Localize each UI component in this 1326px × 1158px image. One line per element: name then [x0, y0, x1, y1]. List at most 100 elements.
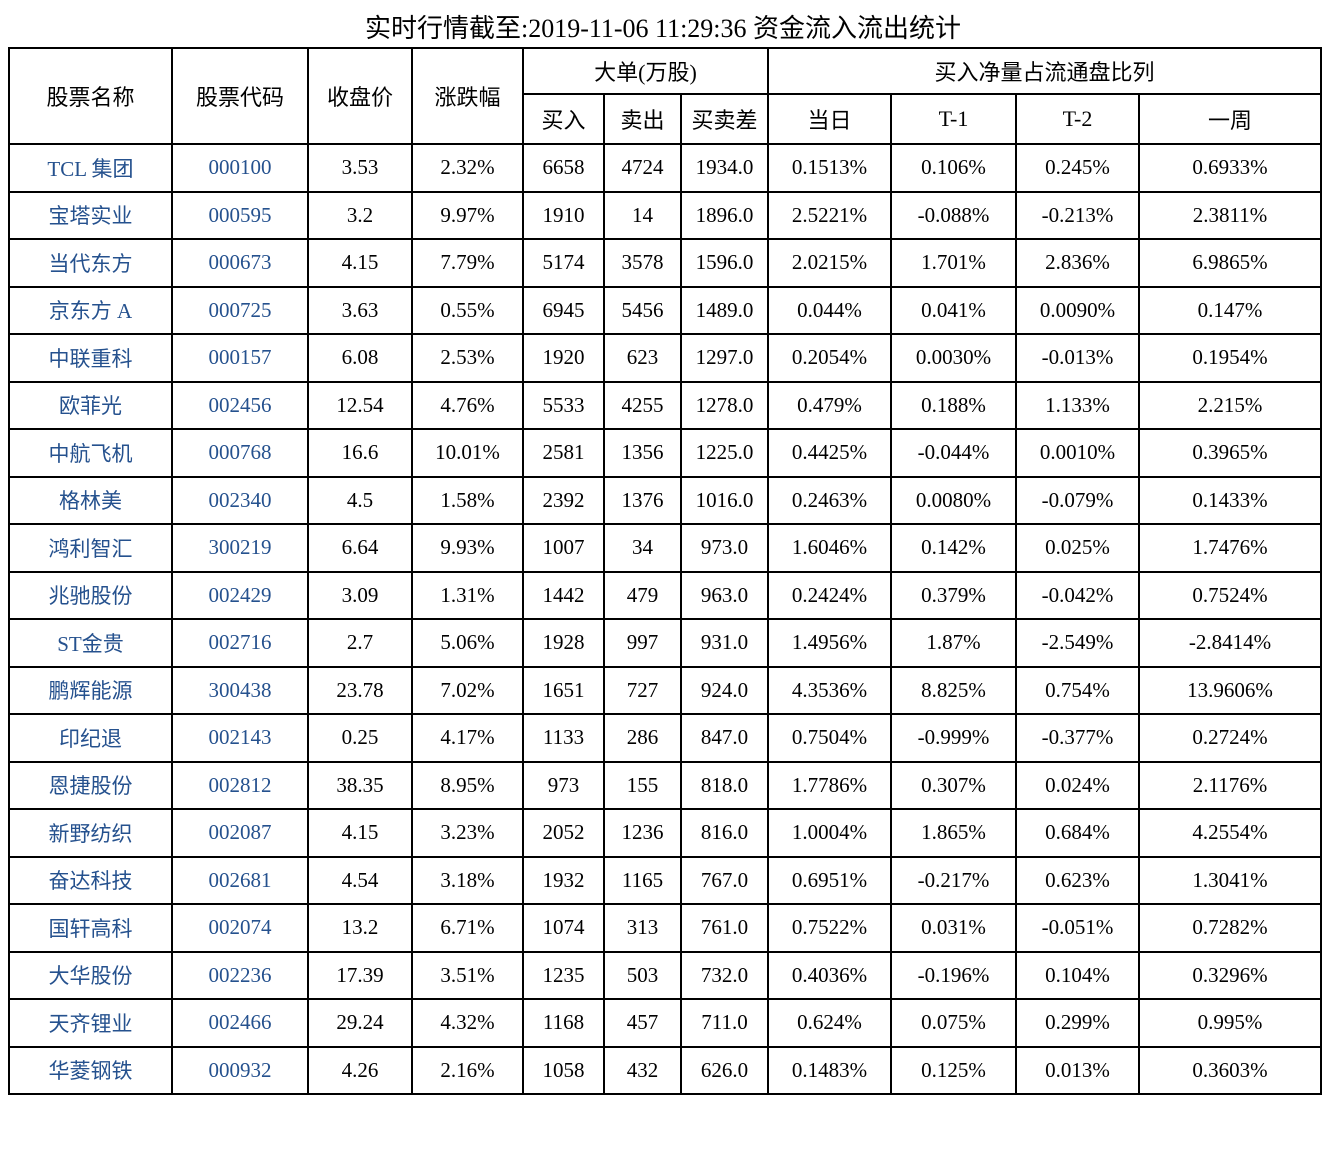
- net-ratio-t2-cell: 0.299%: [1015, 998, 1140, 1048]
- change-pct-cell: 7.79%: [411, 238, 524, 288]
- net-ratio-t1-cell: 0.142%: [890, 523, 1017, 573]
- close-price-cell: 3.2: [307, 190, 413, 240]
- net-ratio-t1-cell: 1.87%: [890, 618, 1017, 668]
- net-ratio-t2-cell: -0.013%: [1015, 333, 1140, 383]
- buy-sell-diff-cell: 1225.0: [680, 428, 769, 478]
- close-price-cell: 3.53: [307, 143, 413, 193]
- net-ratio-today-cell: 0.1513%: [767, 143, 892, 193]
- change-pct-cell: 3.51%: [411, 950, 524, 1000]
- net-ratio-t1-cell: -0.217%: [890, 855, 1017, 905]
- net-ratio-week-cell: 0.1954%: [1137, 333, 1323, 383]
- buy-sell-diff-cell: 767.0: [680, 855, 769, 905]
- net-ratio-today-cell: 0.2054%: [767, 333, 892, 383]
- sell-volume-cell: 503: [603, 950, 682, 1000]
- table-row: 格林美 002340 4.5 1.58% 2392 1376 1016.0 0.…: [8, 475, 1323, 525]
- net-ratio-week-cell: 0.995%: [1137, 998, 1323, 1048]
- buy-volume-cell: 2052: [522, 808, 605, 858]
- col-header-t1: T-1: [890, 93, 1017, 145]
- stock-name-cell: 奋达科技: [8, 855, 173, 905]
- net-ratio-t2-cell: 0.025%: [1015, 523, 1140, 573]
- sell-volume-cell: 4255: [603, 380, 682, 430]
- close-price-cell: 23.78: [307, 665, 413, 715]
- sell-volume-cell: 3578: [603, 238, 682, 288]
- buy-sell-diff-cell: 1297.0: [680, 333, 769, 383]
- sell-volume-cell: 432: [603, 1045, 682, 1095]
- stock-code-cell: 002236: [171, 950, 309, 1000]
- net-ratio-today-cell: 1.0004%: [767, 808, 892, 858]
- net-ratio-week-cell: 0.7524%: [1137, 570, 1323, 620]
- net-ratio-today-cell: 0.7522%: [767, 903, 892, 953]
- buy-sell-diff-cell: 711.0: [680, 998, 769, 1048]
- net-ratio-week-cell: 0.147%: [1137, 285, 1323, 335]
- stock-code-cell: 002812: [171, 760, 309, 810]
- net-ratio-week-cell: 0.2724%: [1137, 713, 1323, 763]
- table-row: 国轩高科 002074 13.2 6.71% 1074 313 761.0 0.…: [8, 903, 1323, 953]
- close-price-cell: 38.35: [307, 760, 413, 810]
- buy-volume-cell: 1007: [522, 523, 605, 573]
- close-price-cell: 13.2: [307, 903, 413, 953]
- close-price-cell: 12.54: [307, 380, 413, 430]
- net-ratio-today-cell: 2.0215%: [767, 238, 892, 288]
- stock-name-cell: 京东方 A: [8, 285, 173, 335]
- net-ratio-t2-cell: 0.684%: [1015, 808, 1140, 858]
- change-pct-cell: 3.18%: [411, 855, 524, 905]
- buy-sell-diff-cell: 847.0: [680, 713, 769, 763]
- table-row: 华菱钢铁 000932 4.26 2.16% 1058 432 626.0 0.…: [8, 1045, 1323, 1095]
- close-price-cell: 2.7: [307, 618, 413, 668]
- stock-code-cell: 000768: [171, 428, 309, 478]
- col-header-today: 当日: [767, 93, 892, 145]
- net-ratio-t1-cell: 0.0080%: [890, 475, 1017, 525]
- table-row: 天齐锂业 002466 29.24 4.32% 1168 457 711.0 0…: [8, 998, 1323, 1048]
- net-ratio-today-cell: 0.624%: [767, 998, 892, 1048]
- buy-volume-cell: 1235: [522, 950, 605, 1000]
- page-title: 实时行情截至:2019-11-06 11:29:36 资金流入流出统计: [364, 14, 962, 43]
- stock-code-cell: 002340: [171, 475, 309, 525]
- table-row: 奋达科技 002681 4.54 3.18% 1932 1165 767.0 0…: [8, 855, 1323, 905]
- stock-name-cell: 兆驰股份: [8, 570, 173, 620]
- net-ratio-t2-cell: 0.0090%: [1015, 285, 1140, 335]
- buy-volume-cell: 6658: [522, 143, 605, 193]
- buy-sell-diff-cell: 761.0: [680, 903, 769, 953]
- buy-sell-diff-cell: 732.0: [680, 950, 769, 1000]
- table-row: 中联重科 000157 6.08 2.53% 1920 623 1297.0 0…: [8, 333, 1323, 383]
- buy-volume-cell: 1168: [522, 998, 605, 1048]
- col-header-buy: 买入: [522, 93, 605, 145]
- header-row-groups: 股票名称 股票代码 收盘价 涨跌幅 大单(万股) 买入净量占流通盘比列: [8, 47, 1323, 145]
- table-row: 当代东方 000673 4.15 7.79% 5174 3578 1596.0 …: [8, 238, 1323, 288]
- net-ratio-t1-cell: 1.865%: [890, 808, 1017, 858]
- stock-code-cell: 000673: [171, 238, 309, 288]
- close-price-cell: 4.5: [307, 475, 413, 525]
- change-pct-cell: 0.55%: [411, 285, 524, 335]
- net-ratio-t2-cell: -0.377%: [1015, 713, 1140, 763]
- close-price-cell: 29.24: [307, 998, 413, 1048]
- sell-volume-cell: 1165: [603, 855, 682, 905]
- table-header: 股票名称 股票代码 收盘价 涨跌幅 大单(万股) 买入净量占流通盘比列 买入 卖…: [8, 47, 1323, 145]
- stock-name-cell: 天齐锂业: [8, 998, 173, 1048]
- net-ratio-t1-cell: 0.041%: [890, 285, 1017, 335]
- net-ratio-week-cell: 6.9865%: [1137, 238, 1323, 288]
- net-ratio-t1-cell: 0.379%: [890, 570, 1017, 620]
- sell-volume-cell: 623: [603, 333, 682, 383]
- close-price-cell: 3.63: [307, 285, 413, 335]
- net-ratio-week-cell: 1.3041%: [1137, 855, 1323, 905]
- table-row: 兆驰股份 002429 3.09 1.31% 1442 479 963.0 0.…: [8, 570, 1323, 620]
- buy-sell-diff-cell: 1896.0: [680, 190, 769, 240]
- net-ratio-t1-cell: 0.075%: [890, 998, 1017, 1048]
- buy-volume-cell: 1133: [522, 713, 605, 763]
- close-price-cell: 0.25: [307, 713, 413, 763]
- table-row: 恩捷股份 002812 38.35 8.95% 973 155 818.0 1.…: [8, 760, 1323, 810]
- stock-name-cell: ST金贵: [8, 618, 173, 668]
- net-ratio-week-cell: -2.8414%: [1137, 618, 1323, 668]
- net-ratio-today-cell: 1.4956%: [767, 618, 892, 668]
- net-ratio-t2-cell: 0.245%: [1015, 143, 1140, 193]
- net-ratio-week-cell: 0.1433%: [1137, 475, 1323, 525]
- sell-volume-cell: 286: [603, 713, 682, 763]
- col-header-week: 一周: [1137, 93, 1323, 145]
- buy-volume-cell: 2392: [522, 475, 605, 525]
- table-row: 宝塔实业 000595 3.2 9.97% 1910 14 1896.0 2.5…: [8, 190, 1323, 240]
- sell-volume-cell: 313: [603, 903, 682, 953]
- table-row: 鸿利智汇 300219 6.64 9.93% 1007 34 973.0 1.6…: [8, 523, 1323, 573]
- change-pct-cell: 4.76%: [411, 380, 524, 430]
- net-ratio-t2-cell: -0.051%: [1015, 903, 1140, 953]
- buy-volume-cell: 1928: [522, 618, 605, 668]
